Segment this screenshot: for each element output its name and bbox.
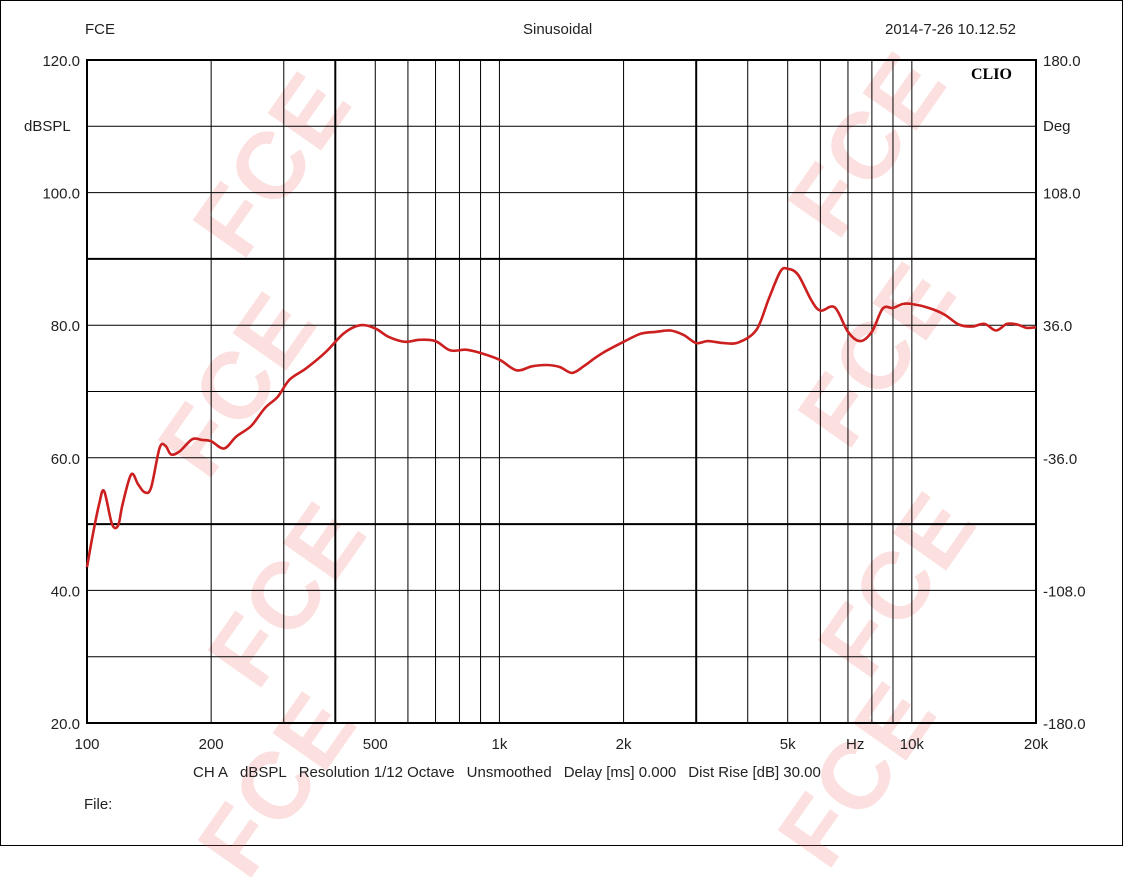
x-tick-label: 5k (780, 736, 796, 753)
y2-tick-label: -36.0 (1043, 451, 1077, 468)
y2-tick-label: 108.0 (1043, 186, 1081, 203)
info-dist-rise: Dist Rise [dB] 30.00 (688, 764, 821, 781)
header-timestamp: 2014-7-26 10.12.52 (885, 21, 1016, 38)
y-tick-label: 80.0 (51, 318, 80, 335)
header-mode-label: Sinusoidal (523, 21, 593, 38)
x-tick-label: 20k (1024, 736, 1049, 753)
curve-layer (85, 266, 1037, 568)
y-tick-label: 20.0 (51, 716, 80, 733)
x-tick-label: 10k (900, 736, 925, 753)
spl-response-curve (85, 266, 1037, 568)
info-channel: CH A (193, 764, 229, 781)
info-resolution: Resolution 1/12 Octave (298, 764, 455, 781)
x-axis-label: Hz (846, 736, 864, 753)
x-tick-label: 100 (74, 736, 99, 753)
x-tick-label: 500 (363, 736, 388, 753)
y2-tick-label: -180.0 (1043, 716, 1086, 733)
x-tick-label: 200 (199, 736, 224, 753)
y-tick-label: 40.0 (51, 583, 80, 600)
y2-tick-label: 180.0 (1043, 53, 1081, 70)
plot-border (86, 59, 1037, 724)
y-tick-label: 100.0 (42, 186, 80, 203)
y-tick-label: 60.0 (51, 451, 80, 468)
y-tick-label: 120.0 (42, 53, 80, 70)
measurement-info-bar: CH A dBSPL Resolution 1/12 Octave Unsmoothe… (193, 764, 833, 781)
grid-minor (87, 60, 1037, 723)
y2-tick-label: -108.0 (1043, 583, 1086, 600)
x-tick-label: 1k (492, 736, 508, 753)
y-axis-label: dBSPL (24, 118, 71, 135)
y2-tick-label: 36.0 (1043, 318, 1072, 335)
y2-axis-label: Deg (1043, 118, 1071, 135)
info-unit: dBSPL (240, 764, 287, 781)
file-label: File: (84, 796, 113, 813)
info-delay: Delay [ms] 0.000 (563, 764, 677, 781)
y-tick-labels: 20.0 40.0 60.0 80.0 100.0 120.0 (42, 53, 80, 733)
x-tick-label: 2k (616, 736, 632, 753)
y2-tick-labels: -180.0 -108.0 -36.0 36.0 108.0 180.0 (1043, 53, 1086, 733)
header-left-label: FCE (85, 21, 115, 38)
x-tick-labels: 100 200 500 1k 2k 5k 10k 20k (74, 736, 1048, 753)
clio-brand-label: CLIO (971, 66, 1012, 83)
grid-major (87, 60, 1036, 723)
info-smoothing: Unsmoothed (466, 764, 552, 781)
